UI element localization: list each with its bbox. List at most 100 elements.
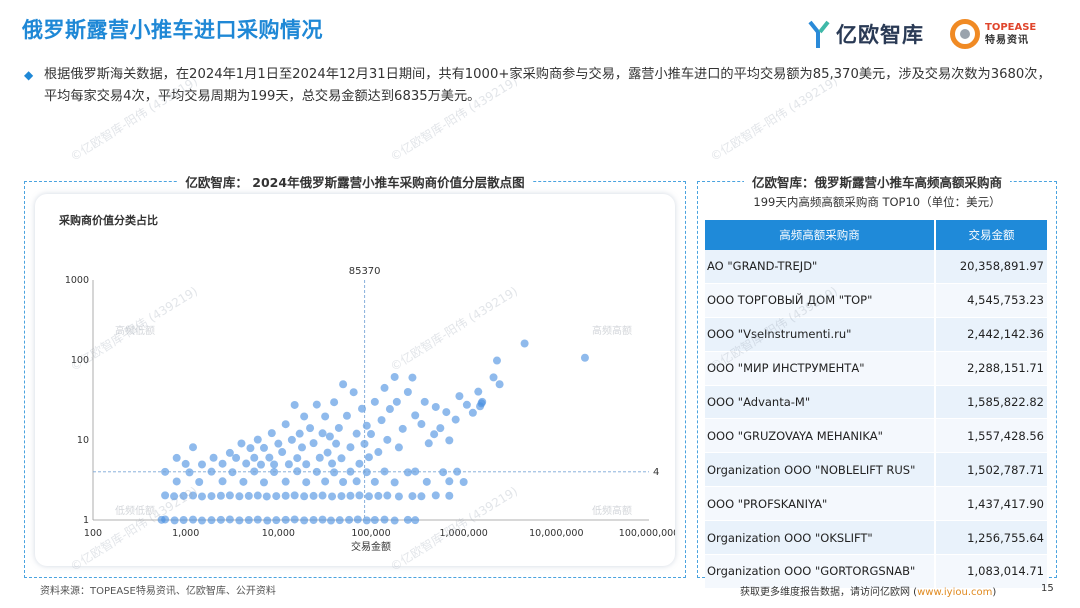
scatter-point [270,460,279,469]
scatter-point [216,491,225,500]
scatter-point [385,405,394,414]
x-axis-label: 交易金额 [351,540,391,553]
scatter-point [326,516,335,525]
scatter-point [272,516,281,525]
scatter-point [293,454,302,463]
scatter-point [390,516,399,525]
scatter-point [360,439,369,448]
scatter-point [445,436,454,445]
buyer-name-cell: OOO "VseInstrumenti.ru" [705,317,935,352]
scatter-point [474,387,483,396]
ref-y-label: 4 [653,467,659,478]
scatter-point [195,478,204,487]
scatter-point [367,430,375,439]
scatter-point [253,515,262,524]
scatter-point [235,492,244,501]
scatter-point [580,353,589,362]
scatter-point [451,415,460,424]
scatter-point [325,432,334,441]
page-title: 俄罗斯露营小推车进口采购情况 [22,18,323,42]
scatter-point [216,515,225,524]
scatter-point [489,373,498,382]
footer-link[interactable]: www.iyiou.com [917,587,993,598]
scatter-point [353,515,362,524]
scatter-point [337,454,346,463]
buyer-name-cell: OOO "Advanta-M" [705,385,935,420]
scatter-point [281,420,290,429]
scatter-point [172,477,181,486]
scatter-point [189,491,198,500]
scatter-point [242,459,251,468]
scatter-point [297,443,306,452]
scatter-point [431,402,440,411]
top10-subtitle: 199天内高频高额采购商 TOP10（单位：美元） [753,195,1001,209]
scatter-point [172,453,181,462]
scatter-point [349,388,358,397]
yiou-logo: 亿欧智库 [808,16,924,52]
scatter-point [374,448,383,457]
scatter-point [398,424,407,433]
topease-logo-en: TOPEASE [985,21,1037,33]
scatter-point [157,515,166,524]
scatter-point [370,477,379,486]
scatter-point [330,468,339,477]
scatter-point [281,515,290,524]
scatter-point [262,492,271,501]
table-row: AO "GRAND-TREJD" 20,358,891.97 [705,250,1047,284]
scatter-panel-title: 亿欧智库： 2024年俄罗斯露营小推车采购商价值分层散点图 [177,175,533,190]
scatter-point [228,468,237,477]
scatter-point [339,478,348,487]
scatter-point [290,491,299,500]
scatter-point [411,411,420,420]
scatter-point [197,460,206,469]
scatter-point [232,453,241,462]
scatter-point [408,373,417,382]
topease-logo: TOPEASE 特易资讯 [950,16,1036,52]
scatter-point [352,429,361,438]
scatter-point [362,421,371,430]
scatter-point [318,491,327,500]
scatter-point [225,515,234,524]
scatter-point [342,411,351,420]
scatter-point [235,516,244,525]
amount-cell: 2,442,142.36 [934,317,1047,352]
x-tick-label: 1,000 [172,528,199,539]
scatter-point [370,397,379,406]
scatter-point [380,515,389,524]
scatter-point [455,392,464,401]
scatter-point [267,429,276,438]
scatter-point [495,380,504,389]
quadrant-label-top-right: 高频高额 [592,324,632,337]
scatter-point [197,492,206,501]
scatter-chart: 高频低额 高频高额 低频低额 低频高额 85370 4 100 1,000 10,00… [65,266,675,553]
table-header-buyer: 高频高额采购商 [705,220,936,250]
scatter-point [330,398,339,407]
scatter-point [411,516,420,525]
scatter-point [250,453,259,462]
y-tick-label: 100 [71,355,89,366]
scatter-point [394,443,403,452]
scatter-point [170,516,179,525]
scatter-point [300,412,309,421]
top10-table: 高频高额采购商 交易金额 AO "GRAND-TREJD" 20,358,891.… [705,220,1047,589]
scatter-point [259,478,268,487]
scatter-point [492,356,501,365]
scatter-point [321,477,330,486]
x-tick-label: 100 [84,528,102,539]
scatter-point [306,424,315,433]
scatter-point [281,491,290,500]
scatter-point [332,439,341,448]
scatter-point [312,400,321,409]
page-number: 15 [1041,583,1054,594]
scatter-point [281,477,290,486]
scatter-point [207,467,216,476]
scatter-point [328,459,337,468]
scatter-point [345,515,354,524]
scatter-point [445,477,454,486]
scatter-point [422,477,431,486]
amount-cell: 1,557,428.56 [934,418,1047,454]
scatter-point [370,516,379,524]
scatter-point [420,397,429,406]
scatter-point [346,491,355,500]
scatter-point [462,400,471,409]
